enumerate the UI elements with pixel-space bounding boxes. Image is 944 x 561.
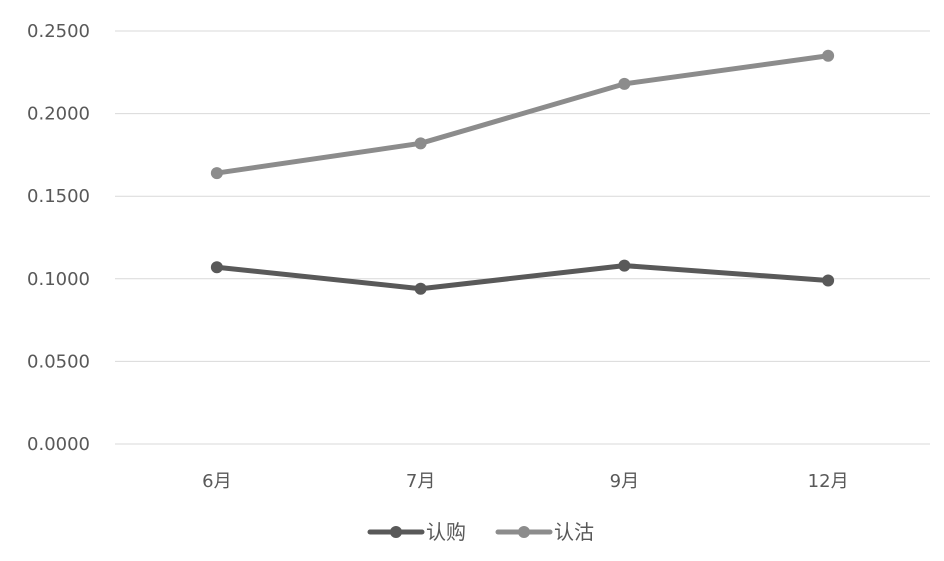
legend-item: 认沽 [495, 520, 594, 544]
series-1 [210, 259, 835, 295]
data-point [822, 274, 835, 287]
series-line [214, 53, 831, 176]
x-axis-tick-labels: 6月 7月 9月 12月 [202, 471, 848, 492]
y-tick-label: 0.2000 [27, 104, 90, 125]
y-tick-label: 0.0000 [27, 434, 90, 455]
y-tick-label: 0.1500 [27, 186, 90, 207]
y-tick-label: 0.1000 [27, 269, 90, 290]
data-point [822, 49, 835, 62]
y-axis-tick-labels: 0.0000 0.0500 0.1000 0.1500 0.2000 0.2500 [27, 21, 90, 455]
series-2 [210, 49, 835, 180]
y-tick-label: 0.0500 [27, 351, 90, 372]
x-tick-label: 7月 [406, 471, 435, 492]
data-point [414, 137, 427, 150]
series-line [214, 263, 831, 292]
legend-label: 认沽 [554, 520, 594, 544]
x-tick-label: 6月 [202, 471, 231, 492]
series-lines [210, 49, 835, 295]
legend-point-marker [390, 526, 402, 538]
data-point [618, 77, 631, 90]
legend: 认购 认沽 [367, 520, 594, 544]
data-point [210, 261, 223, 274]
legend-point-marker [518, 526, 530, 538]
legend-label: 认购 [426, 520, 466, 544]
x-tick-label: 12月 [808, 471, 849, 492]
grid-lines [115, 30, 930, 445]
x-tick-label: 9月 [610, 471, 639, 492]
data-point [618, 259, 631, 272]
data-point [210, 167, 223, 180]
y-tick-label: 0.2500 [27, 21, 90, 42]
legend-item: 认购 [367, 520, 466, 544]
data-point [414, 282, 427, 295]
